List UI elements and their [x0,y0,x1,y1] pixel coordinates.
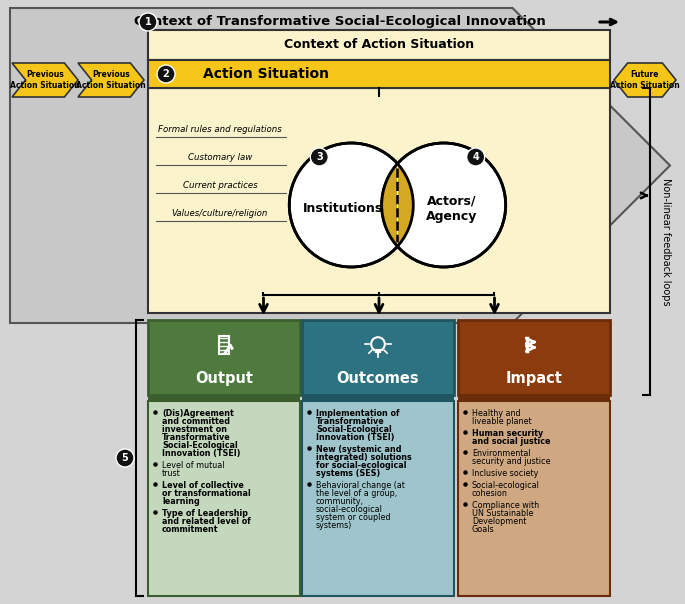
Text: systems): systems) [316,521,352,530]
Bar [458,320,610,395]
Text: Values/culture/religion: Values/culture/religion [172,210,269,219]
Text: Transformative: Transformative [316,417,385,426]
Bar [148,401,300,596]
Text: Development: Development [472,517,526,526]
Text: 4: 4 [472,152,479,162]
Text: integrated) solutions: integrated) solutions [316,453,412,462]
Text: 3: 3 [316,152,323,162]
Bar [148,320,300,395]
Text: Human security: Human security [472,429,543,438]
Text: Type of Leadership: Type of Leadership [162,509,248,518]
Text: Action Situation: Action Situation [203,67,329,81]
Text: New (systemic and: New (systemic and [316,445,401,454]
Bar [302,320,454,395]
Bar [458,395,610,401]
Circle shape [466,148,485,166]
Text: systems (SES): systems (SES) [316,469,380,478]
Text: Environmental: Environmental [472,449,531,458]
Circle shape [157,65,175,83]
Text: community,: community, [316,497,364,506]
Text: and committed: and committed [162,417,230,426]
Text: investment on: investment on [162,425,227,434]
Text: Transformative: Transformative [162,433,231,442]
Text: Output: Output [195,371,253,386]
Bar [148,60,610,88]
Bar [148,30,610,60]
Text: Future
Action Situation: Future Action Situation [610,70,680,90]
Text: and related level of: and related level of [162,517,251,526]
Bar [148,88,610,313]
Bar [148,395,300,401]
Text: or transformational: or transformational [162,489,251,498]
Text: Goals: Goals [472,525,495,534]
Text: 1: 1 [145,17,151,27]
Text: social-ecological: social-ecological [316,505,383,514]
Text: Actors/
Agency: Actors/ Agency [426,195,477,223]
Text: Level of mutual: Level of mutual [162,461,225,470]
Text: Level of collective: Level of collective [162,481,244,490]
Text: Healthy and: Healthy and [472,409,521,418]
Text: security and justice: security and justice [472,457,551,466]
Polygon shape [78,63,144,97]
Text: Non-linear feedback loops: Non-linear feedback loops [661,178,671,305]
Bar [219,336,229,354]
Bar [302,401,454,596]
Polygon shape [382,164,413,246]
Circle shape [382,143,506,267]
Text: Compliance with: Compliance with [472,501,539,510]
Text: Context of Transformative Social-Ecological Innovation: Context of Transformative Social-Ecologi… [134,16,546,28]
Text: the level of a group,: the level of a group, [316,489,397,498]
Text: for social-ecological: for social-ecological [316,461,406,470]
Text: learning: learning [162,497,200,506]
Text: Outcomes: Outcomes [337,371,419,386]
Text: Context of Action Situation: Context of Action Situation [284,39,474,51]
Text: Previous
Action Situation: Previous Action Situation [76,70,146,90]
Text: Innovation (TSEI): Innovation (TSEI) [316,433,395,442]
Text: UN Sustainable: UN Sustainable [472,509,534,518]
Text: trust: trust [162,469,181,478]
Text: Implementation of: Implementation of [316,409,399,418]
Text: Inclusive society: Inclusive society [472,469,538,478]
Text: Customary law: Customary law [188,153,252,162]
Text: system or coupled: system or coupled [316,513,390,522]
Polygon shape [10,8,670,323]
Text: Social-Ecological: Social-Ecological [162,441,238,450]
Text: 5: 5 [122,453,128,463]
Text: Social-Ecological: Social-Ecological [316,425,392,434]
Text: liveable planet: liveable planet [472,417,532,426]
Text: 2: 2 [162,69,169,79]
Text: (Dis)Agreement: (Dis)Agreement [162,409,234,418]
Circle shape [139,13,157,31]
Text: Impact: Impact [506,371,562,386]
Polygon shape [12,63,78,97]
Bar [458,401,610,596]
Text: Institutions: Institutions [303,202,384,216]
Circle shape [116,449,134,467]
Text: and social justice: and social justice [472,437,551,446]
Polygon shape [614,63,676,97]
Text: Formal rules and regulations: Formal rules and regulations [158,126,282,135]
Text: Behavioral change (at: Behavioral change (at [316,481,405,490]
Text: cohesion: cohesion [472,489,508,498]
Text: Current practices: Current practices [183,181,258,190]
Text: Previous
Action Situation: Previous Action Situation [10,70,80,90]
Circle shape [310,148,328,166]
Bar [302,395,454,401]
Text: commitment: commitment [162,525,219,534]
Text: Innovation (TSEI): Innovation (TSEI) [162,449,240,458]
Text: Social-ecological: Social-ecological [472,481,540,490]
Circle shape [289,143,413,267]
